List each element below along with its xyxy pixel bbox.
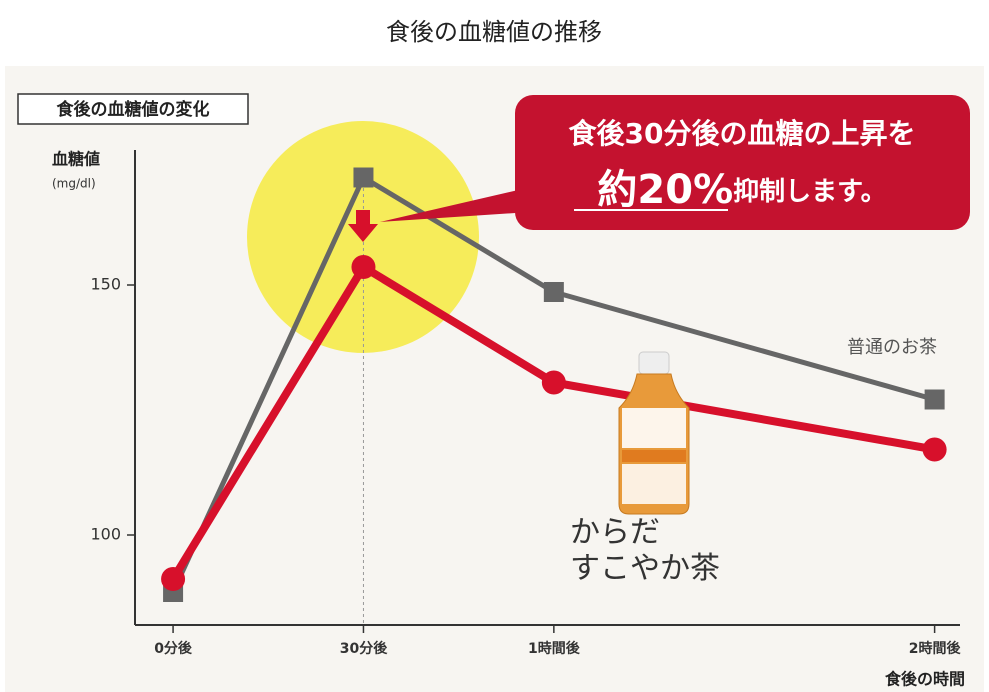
point: [544, 282, 564, 302]
product-label: からだ すこやか茶: [570, 515, 770, 587]
point: [925, 390, 945, 410]
series-label: 普通のお茶: [847, 337, 937, 358]
chart-title: 食後の血糖値の推移: [386, 18, 602, 46]
y-tick-label: 150: [90, 275, 121, 294]
chart: 食後の血糖値の推移 食後の血糖値の変化 血糖値 (mg/dl) 100 150 0分…: [0, 0, 989, 692]
x-tick-label: 0分後: [154, 640, 193, 657]
y-axis-title: 血糖値: [52, 150, 100, 169]
x-tick-label: 1時間後: [528, 640, 581, 657]
x-axis-title: 食後の時間: [884, 670, 965, 689]
x-tick-label: 30分後: [340, 640, 388, 657]
panel-label: 食後の血糖値の変化: [57, 99, 210, 120]
point: [353, 168, 373, 188]
y-axis-unit: (mg/dl): [52, 177, 96, 191]
y-tick-label: 100: [90, 525, 121, 544]
point: [542, 371, 566, 395]
point: [351, 255, 375, 279]
callout-rest: 抑制します。: [733, 177, 886, 207]
product-label-box: からだ すこやか茶: [570, 515, 770, 595]
callout-emphasis: 約20%: [597, 167, 733, 213]
point: [161, 567, 185, 591]
x-tick-label: 2時間後: [909, 640, 962, 657]
point: [923, 438, 947, 462]
callout-line1: 食後30分後の血糖の上昇を: [569, 117, 916, 150]
